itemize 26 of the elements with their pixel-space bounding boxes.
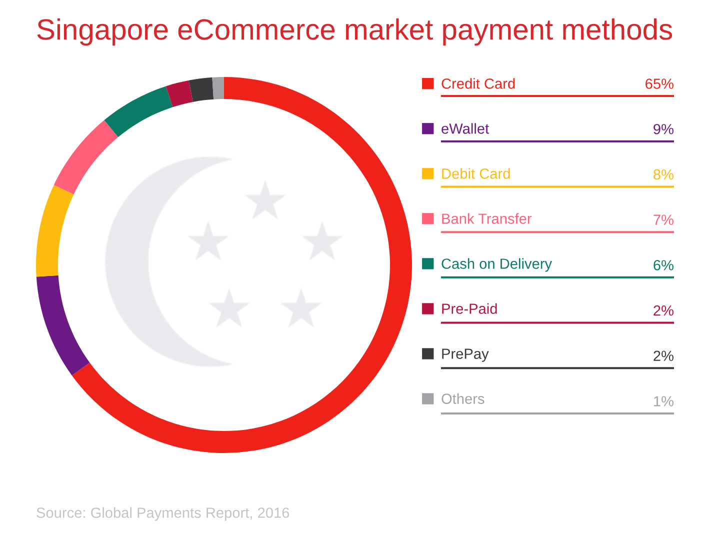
donut-slice xyxy=(104,86,173,138)
legend-label: Debit Card xyxy=(442,168,510,179)
data-label: 8% xyxy=(654,169,674,180)
donut-slice xyxy=(36,275,90,376)
donut-slice xyxy=(188,77,214,102)
legend-label: Pre-Paid xyxy=(442,303,497,314)
legend-label: Others xyxy=(442,393,484,404)
donut-slice xyxy=(36,184,74,277)
donut-slice xyxy=(72,77,412,453)
data-label: 65% xyxy=(646,78,674,89)
donut-slice xyxy=(166,80,193,108)
data-label: 2% xyxy=(654,305,674,316)
legend-label: eWallet xyxy=(442,123,489,134)
data-label: 7% xyxy=(654,214,674,225)
data-label: 1% xyxy=(654,396,674,406)
donut-slice xyxy=(54,120,118,194)
data-label: 6% xyxy=(654,260,674,270)
legend-label: Credit Card xyxy=(442,78,515,89)
legend-label: Bank Transfer xyxy=(442,213,532,224)
data-label: 9% xyxy=(654,124,674,134)
chart-title: Singapore eCommerce market payment methods xyxy=(37,18,672,46)
legend-label: PrePay xyxy=(442,348,489,362)
data-label: 2% xyxy=(654,350,674,361)
donut-slice xyxy=(212,77,224,100)
legend-label: Cash on Delivery xyxy=(442,258,552,272)
source-note: Source: Global Payments Report, 2016 xyxy=(36,507,290,521)
